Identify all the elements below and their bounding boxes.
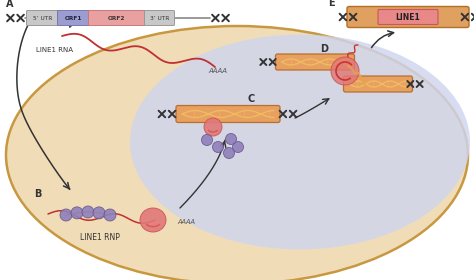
FancyBboxPatch shape: [347, 6, 469, 27]
Text: 5’ UTR: 5’ UTR: [33, 15, 52, 20]
Text: E: E: [328, 0, 335, 8]
Circle shape: [93, 207, 105, 219]
FancyBboxPatch shape: [27, 10, 58, 25]
Ellipse shape: [130, 34, 470, 249]
Circle shape: [224, 148, 235, 158]
Text: A: A: [6, 0, 13, 9]
Circle shape: [226, 134, 237, 144]
Text: LINE1 RNA: LINE1 RNA: [36, 47, 73, 53]
Circle shape: [82, 206, 94, 218]
Ellipse shape: [6, 26, 468, 280]
FancyBboxPatch shape: [275, 54, 355, 70]
FancyBboxPatch shape: [57, 10, 90, 25]
Text: LINE1: LINE1: [396, 13, 420, 22]
Circle shape: [212, 141, 224, 153]
Text: AAAA: AAAA: [208, 68, 227, 74]
Ellipse shape: [140, 208, 166, 232]
Text: ORF2: ORF2: [108, 15, 126, 20]
Text: C: C: [248, 94, 255, 104]
FancyBboxPatch shape: [176, 106, 280, 123]
FancyBboxPatch shape: [145, 10, 174, 25]
Ellipse shape: [204, 118, 222, 136]
Circle shape: [201, 134, 212, 146]
Circle shape: [233, 141, 244, 153]
Text: AAAA: AAAA: [177, 219, 195, 225]
Circle shape: [71, 207, 83, 219]
Ellipse shape: [331, 57, 359, 85]
Text: 3’ UTR: 3’ UTR: [150, 15, 169, 20]
Text: D: D: [320, 44, 328, 54]
FancyBboxPatch shape: [89, 10, 146, 25]
Text: LINE1 RNP: LINE1 RNP: [80, 234, 120, 242]
FancyBboxPatch shape: [378, 10, 438, 25]
Circle shape: [104, 209, 116, 221]
Circle shape: [60, 209, 72, 221]
Text: ORF1: ORF1: [65, 15, 82, 20]
Text: B: B: [34, 189, 41, 199]
FancyBboxPatch shape: [344, 76, 412, 92]
